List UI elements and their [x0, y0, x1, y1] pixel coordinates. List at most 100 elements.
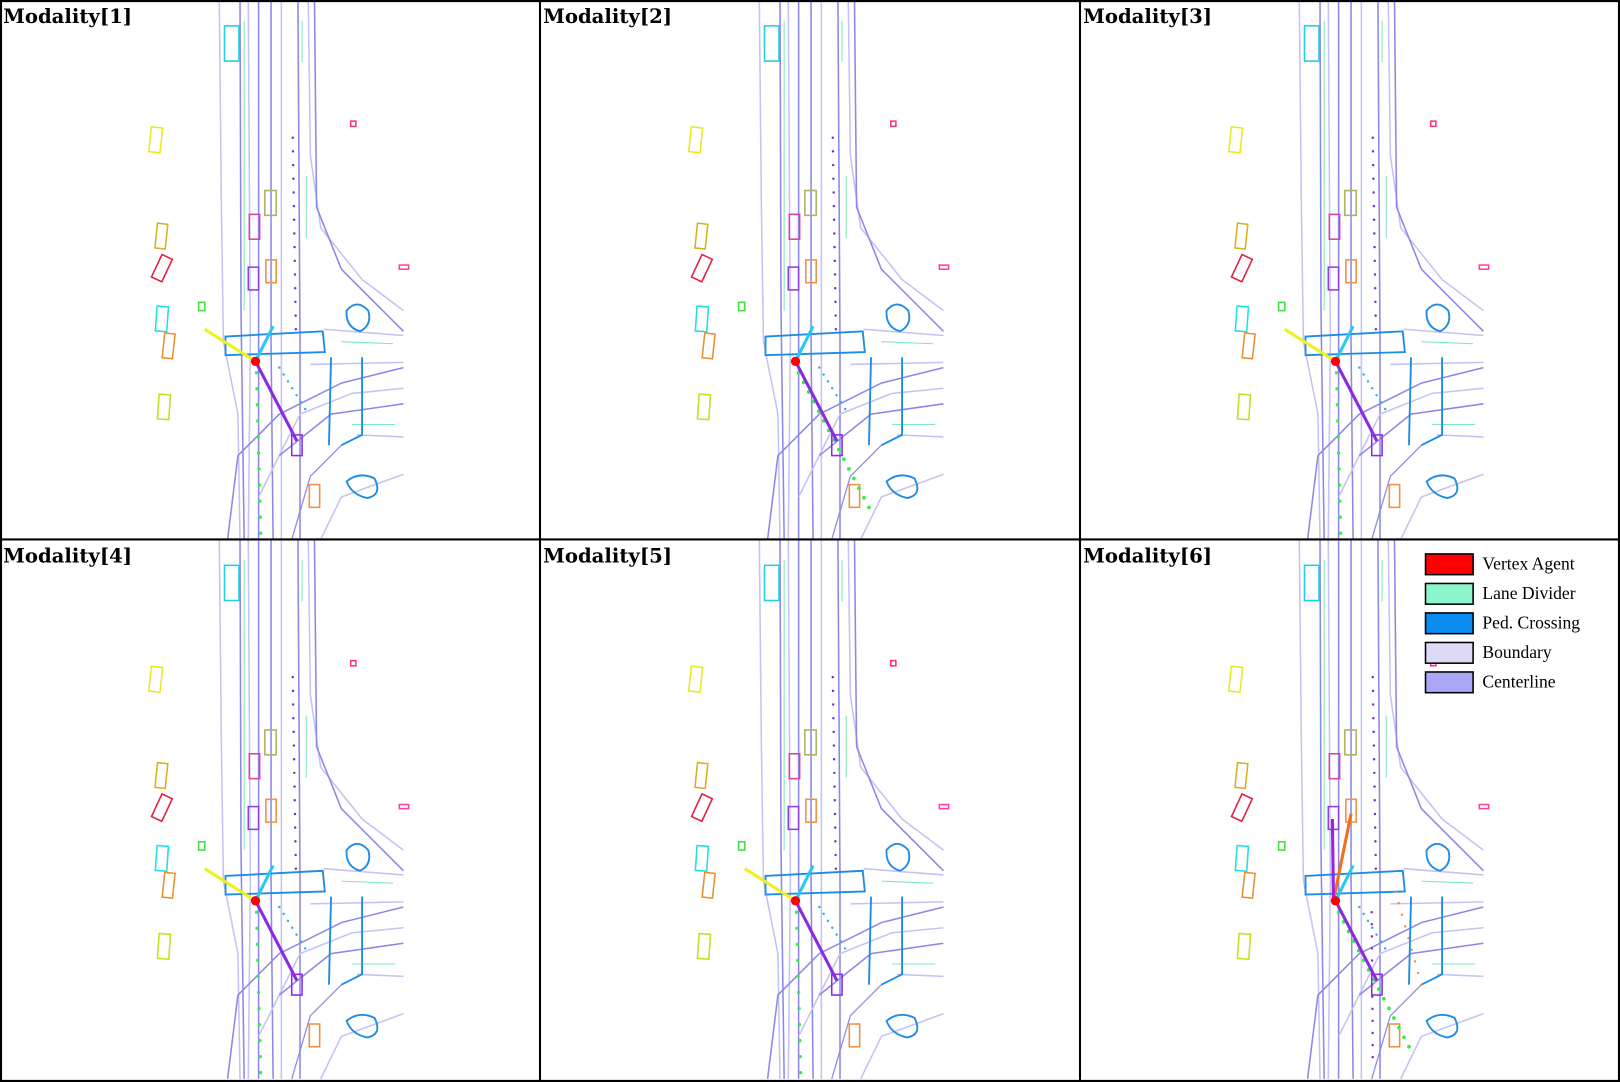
traj-dot	[832, 204, 836, 208]
traj-dot	[834, 853, 837, 857]
map-line	[896, 434, 944, 438]
traj-dot	[833, 771, 836, 775]
traj-dot	[1374, 853, 1377, 857]
traj-end	[1370, 434, 1383, 457]
agent-box	[1234, 222, 1249, 250]
traj-dot	[1387, 1006, 1391, 1011]
traj-dot	[1373, 259, 1376, 263]
agent-box	[156, 932, 172, 960]
map-line	[1358, 403, 1484, 457]
traj-dot	[1394, 890, 1397, 893]
traj-dot	[293, 771, 296, 775]
map-line	[853, 0, 944, 332]
traj-dot	[293, 799, 296, 802]
traj-dot	[839, 400, 843, 404]
agent-box	[690, 253, 714, 283]
traj-dot	[1370, 947, 1374, 950]
agent-box	[1227, 125, 1244, 154]
traj-dot	[1371, 150, 1375, 153]
agent-box	[1234, 305, 1250, 333]
traj-dot	[291, 689, 295, 693]
map-line	[319, 1012, 404, 1080]
traj-cyan	[794, 864, 815, 902]
traj-dot	[831, 703, 835, 706]
traj-dot	[1362, 373, 1365, 376]
vertex-agent	[250, 896, 261, 906]
traj-dot	[798, 1038, 802, 1043]
traj-dot	[832, 730, 835, 734]
traj-dot	[1374, 328, 1378, 331]
traj-dot	[303, 407, 307, 411]
traj-dot	[259, 1071, 263, 1075]
traj-dot	[852, 476, 856, 481]
agent-box	[1227, 665, 1244, 694]
traj-dot	[833, 245, 836, 249]
agent-box	[788, 752, 801, 780]
map-line	[341, 341, 394, 345]
traj-dot	[292, 191, 295, 194]
legend-swatch	[1424, 612, 1474, 635]
ped-crossing	[885, 303, 911, 333]
map-line	[1371, 984, 1422, 1080]
ped-crossing	[345, 303, 371, 333]
traj-dot	[1371, 1055, 1374, 1059]
map-line	[1371, 444, 1422, 540]
traj-orange	[1331, 813, 1353, 902]
panel-title: Modality[1]	[3, 5, 132, 28]
agent-box	[696, 393, 712, 421]
map-line	[837, 0, 841, 540]
traj-dot	[818, 905, 821, 909]
map-line	[270, 0, 274, 540]
map-line	[291, 984, 342, 1080]
agent-box	[150, 792, 174, 823]
traj-dot	[256, 451, 261, 455]
agent-box	[223, 564, 240, 602]
agent-box	[1328, 752, 1341, 780]
map-line	[278, 403, 404, 457]
map-line	[859, 1012, 944, 1080]
map-line	[896, 973, 944, 978]
traj-dot	[1366, 919, 1370, 923]
traj-cyan	[1334, 864, 1355, 902]
agent-box	[701, 332, 716, 360]
agent-box	[1277, 841, 1286, 851]
traj-dot	[1372, 204, 1376, 208]
panel: Modality[1]	[3, 0, 410, 540]
map-line	[356, 973, 404, 978]
traj-dot	[291, 675, 294, 679]
ped-crossing	[345, 842, 371, 872]
traj-dot	[831, 926, 834, 929]
traj-dot	[797, 1006, 801, 1011]
traj-dot	[835, 393, 838, 397]
map-line	[341, 880, 394, 884]
agent-box	[398, 803, 410, 810]
traj-purple	[1334, 360, 1379, 442]
traj-dot	[1371, 1031, 1374, 1035]
traj-dot	[843, 407, 847, 411]
traj-dot	[833, 826, 837, 829]
ped-crossing	[340, 896, 363, 986]
map-line	[863, 867, 944, 876]
traj-dot	[1362, 912, 1365, 916]
agent-box	[265, 798, 277, 823]
agent-box	[248, 213, 261, 240]
traj-dot	[1383, 947, 1387, 950]
traj-dot	[1373, 812, 1377, 816]
traj-dot	[1358, 366, 1361, 369]
traj-dot	[293, 259, 296, 263]
traj-dot	[1372, 716, 1375, 720]
legend-label: Centerline	[1482, 671, 1555, 691]
map-line	[1377, 539, 1381, 1079]
traj-dot	[291, 136, 294, 139]
traj-dot	[286, 380, 290, 383]
traj-dot	[293, 826, 297, 829]
panel-title: Modality[2]	[543, 5, 672, 28]
agent-box	[938, 264, 950, 270]
traj-dot	[1402, 1035, 1406, 1040]
map-line	[853, 539, 944, 872]
map-line	[297, 539, 301, 1079]
traj-dot	[1339, 531, 1343, 535]
agent-box	[889, 120, 897, 128]
ped-crossing	[885, 474, 919, 499]
map-line	[837, 539, 841, 1079]
